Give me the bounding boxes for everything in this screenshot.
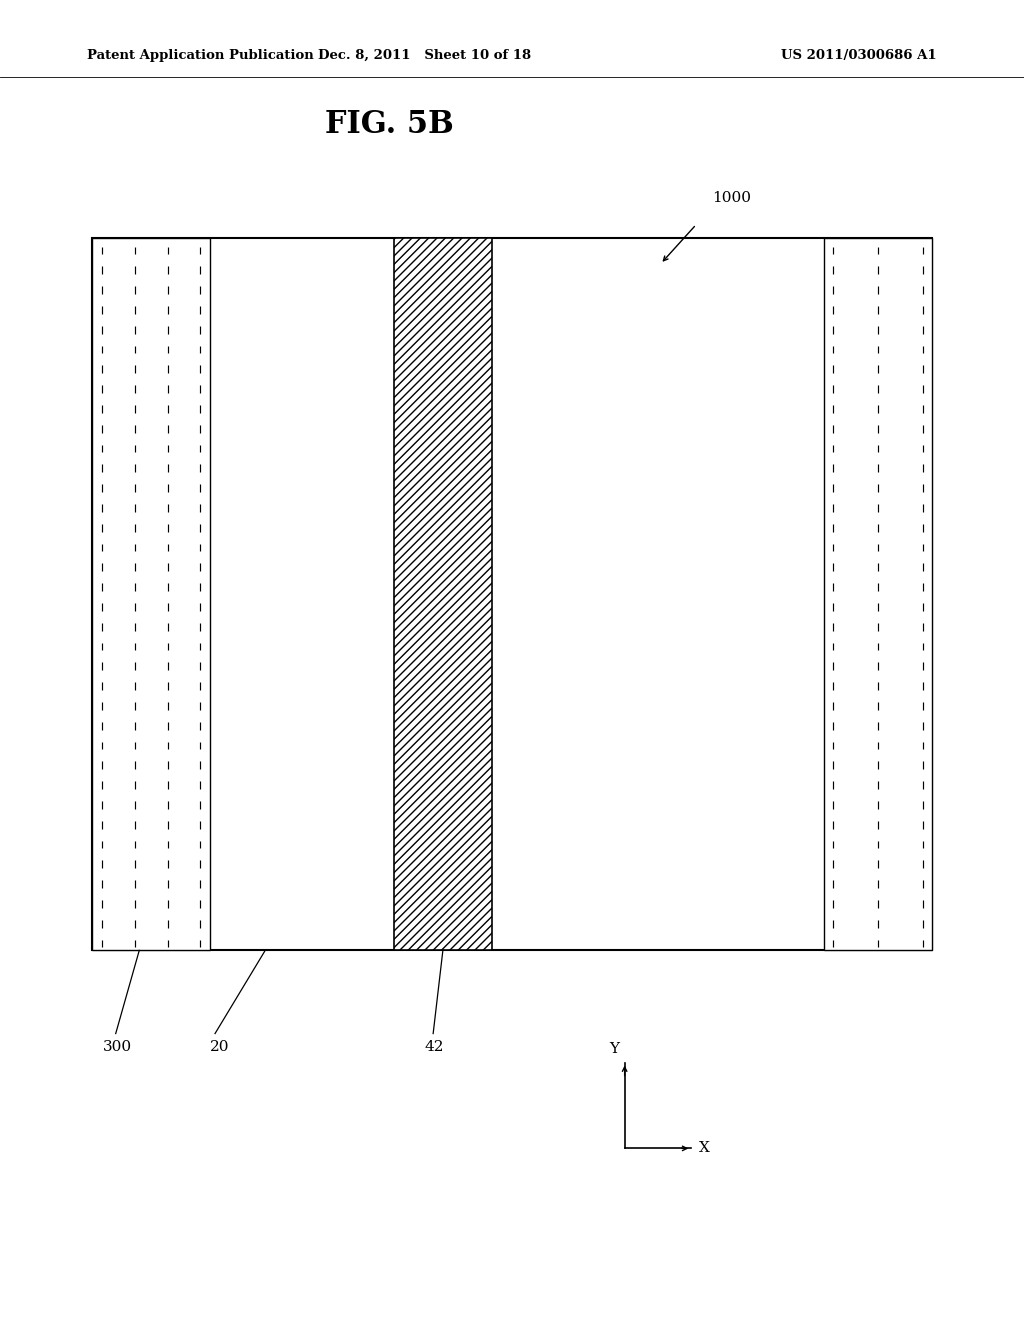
- Text: 20: 20: [210, 1040, 229, 1055]
- Text: FIG. 5B: FIG. 5B: [325, 108, 454, 140]
- Bar: [824, 238, 932, 950]
- Bar: [92, 238, 210, 950]
- Text: US 2011/0300686 A1: US 2011/0300686 A1: [781, 49, 937, 62]
- Bar: [394, 238, 492, 950]
- Text: 300: 300: [102, 1040, 131, 1055]
- Bar: [92, 238, 932, 950]
- Text: 1000: 1000: [712, 190, 751, 205]
- Text: Dec. 8, 2011   Sheet 10 of 18: Dec. 8, 2011 Sheet 10 of 18: [318, 49, 531, 62]
- Text: Patent Application Publication: Patent Application Publication: [87, 49, 313, 62]
- Text: Y: Y: [609, 1041, 620, 1056]
- Text: X: X: [699, 1142, 711, 1155]
- Text: 42: 42: [425, 1040, 444, 1055]
